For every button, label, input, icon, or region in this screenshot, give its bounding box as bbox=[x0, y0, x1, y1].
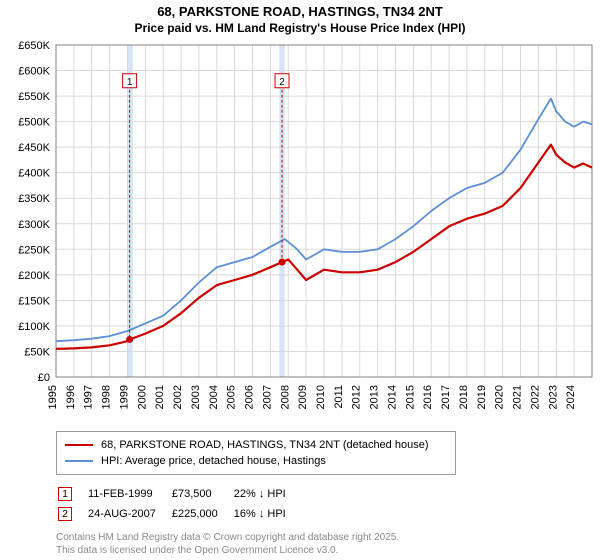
svg-text:2020: 2020 bbox=[494, 385, 506, 409]
svg-text:1995: 1995 bbox=[47, 385, 59, 409]
chart-svg: £0 £50K £100K £150K £200K £250K £300K £350K £400… bbox=[0, 35, 600, 425]
svg-text:2008: 2008 bbox=[279, 385, 291, 409]
titles: 68, PARKSTONE ROAD, HASTINGS, TN34 2NT P… bbox=[0, 0, 600, 35]
svg-text:2019: 2019 bbox=[476, 385, 488, 409]
title-line1: 68, PARKSTONE ROAD, HASTINGS, TN34 2NT bbox=[0, 4, 600, 19]
marker-price: £73,500 bbox=[172, 485, 232, 503]
svg-text:2009: 2009 bbox=[297, 385, 309, 409]
svg-text:2000: 2000 bbox=[136, 385, 148, 409]
marker-id-box: 1 bbox=[58, 487, 72, 501]
marker-date: 11-FEB-1999 bbox=[88, 485, 170, 503]
svg-text:2004: 2004 bbox=[208, 385, 220, 409]
marker-date: 24-AUG-2007 bbox=[88, 505, 170, 523]
svg-text:2007: 2007 bbox=[261, 385, 273, 409]
svg-text:£50K: £50K bbox=[24, 346, 50, 358]
svg-text:2011: 2011 bbox=[333, 385, 345, 409]
svg-text:£550K: £550K bbox=[18, 91, 50, 103]
svg-text:£650K: £650K bbox=[18, 40, 50, 52]
svg-text:£450K: £450K bbox=[18, 142, 50, 154]
svg-text:2: 2 bbox=[279, 77, 285, 88]
svg-text:2001: 2001 bbox=[154, 385, 166, 409]
svg-text:1997: 1997 bbox=[83, 385, 95, 409]
svg-text:2016: 2016 bbox=[422, 385, 434, 409]
svg-text:1: 1 bbox=[127, 77, 133, 88]
svg-text:2010: 2010 bbox=[315, 385, 327, 409]
svg-text:1998: 1998 bbox=[101, 385, 113, 409]
chart: £0 £50K £100K £150K £200K £250K £300K £350K £400… bbox=[0, 35, 600, 425]
svg-text:2006: 2006 bbox=[244, 385, 256, 409]
svg-text:2002: 2002 bbox=[172, 385, 184, 409]
svg-text:2005: 2005 bbox=[226, 385, 238, 409]
svg-text:2014: 2014 bbox=[386, 385, 398, 409]
marker-price: £225,000 bbox=[172, 505, 232, 523]
legend-item: HPI: Average price, detached house, Hast… bbox=[65, 453, 447, 469]
legend-label: HPI: Average price, detached house, Hast… bbox=[101, 455, 326, 467]
svg-text:2024: 2024 bbox=[565, 385, 577, 409]
footer: Contains HM Land Registry data © Crown c… bbox=[56, 531, 600, 557]
svg-text:£300K: £300K bbox=[18, 219, 50, 231]
sale-markers-table: 1 11-FEB-1999£73,50022% ↓ HPI 2 24-AUG-2007… bbox=[56, 483, 302, 525]
svg-text:£500K: £500K bbox=[18, 117, 50, 129]
svg-text:2017: 2017 bbox=[440, 385, 452, 409]
footer-line2: This data is licensed under the Open Gov… bbox=[56, 544, 600, 557]
svg-text:£350K: £350K bbox=[18, 193, 50, 205]
legend-item: 68, PARKSTONE ROAD, HASTINGS, TN34 2NT (… bbox=[65, 437, 447, 453]
legend: 68, PARKSTONE ROAD, HASTINGS, TN34 2NT (… bbox=[56, 431, 456, 475]
svg-text:£400K: £400K bbox=[18, 168, 50, 180]
legend-swatch bbox=[65, 444, 93, 446]
svg-text:2013: 2013 bbox=[369, 385, 381, 409]
svg-text:£150K: £150K bbox=[18, 295, 50, 307]
svg-text:£600K: £600K bbox=[18, 66, 50, 78]
svg-text:2012: 2012 bbox=[351, 385, 363, 409]
chart-container: 68, PARKSTONE ROAD, HASTINGS, TN34 2NT P… bbox=[0, 0, 600, 557]
sale-marker-row: 2 24-AUG-2007£225,00016% ↓ HPI bbox=[58, 505, 300, 523]
footer-line1: Contains HM Land Registry data © Crown c… bbox=[56, 531, 600, 544]
sale-marker-row: 1 11-FEB-1999£73,50022% ↓ HPI bbox=[58, 485, 300, 503]
marker-id-box: 2 bbox=[58, 507, 72, 521]
svg-text:2015: 2015 bbox=[404, 385, 416, 409]
svg-text:2023: 2023 bbox=[547, 385, 559, 409]
svg-text:£100K: £100K bbox=[18, 321, 50, 333]
marker-delta: 22% ↓ HPI bbox=[234, 485, 300, 503]
legend-swatch bbox=[65, 460, 93, 462]
svg-text:2021: 2021 bbox=[512, 385, 524, 409]
legend-label: 68, PARKSTONE ROAD, HASTINGS, TN34 2NT (… bbox=[101, 439, 428, 451]
svg-text:2003: 2003 bbox=[190, 385, 202, 409]
svg-text:2022: 2022 bbox=[529, 385, 541, 409]
svg-text:1996: 1996 bbox=[65, 385, 77, 409]
svg-text:£0: £0 bbox=[38, 372, 50, 384]
svg-text:£250K: £250K bbox=[18, 244, 50, 256]
marker-delta: 16% ↓ HPI bbox=[234, 505, 300, 523]
svg-text:1999: 1999 bbox=[118, 385, 130, 409]
svg-text:£200K: £200K bbox=[18, 270, 50, 282]
title-line2: Price paid vs. HM Land Registry's House … bbox=[0, 21, 600, 35]
svg-text:2018: 2018 bbox=[458, 385, 470, 409]
